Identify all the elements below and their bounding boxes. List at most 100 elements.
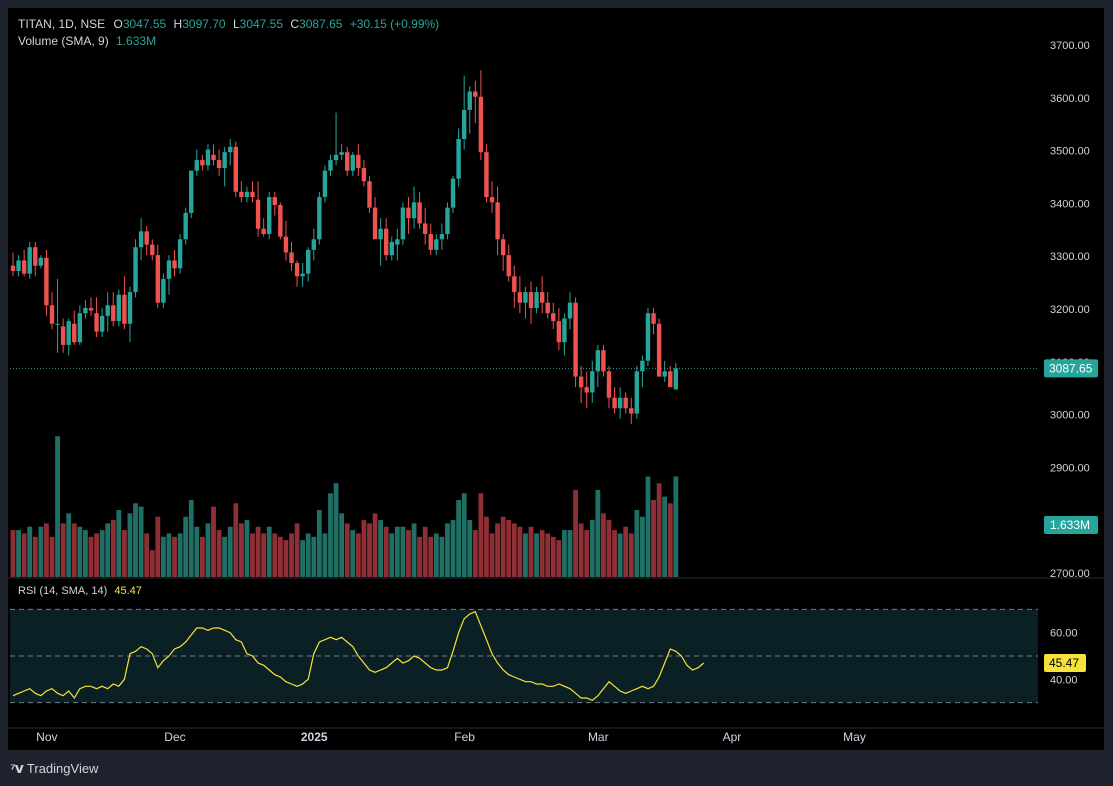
- rsi-badge: [1044, 654, 1086, 672]
- volume-bar: [44, 523, 49, 577]
- candle-body: [356, 154, 361, 169]
- volume-bar: [534, 533, 539, 577]
- chart-frame[interactable]: 3700.00 3600.00 3500.00 3400.00 3300.00 3200.…: [8, 8, 1104, 750]
- candle-body: [640, 360, 645, 372]
- candle-body: [439, 234, 445, 240]
- candle-body: [556, 321, 562, 343]
- close-value: 3087.65: [299, 17, 343, 31]
- volume-bar: [122, 530, 127, 577]
- volume-bar: [149, 550, 155, 577]
- volume-legend-value: 1.633M: [116, 34, 157, 48]
- rsi-tick-label: 60.00: [1050, 628, 1078, 640]
- volume-bar: [77, 526, 83, 577]
- price-tick-label: 3700.00: [1050, 40, 1090, 52]
- volume-bar: [422, 526, 428, 577]
- candle-body: [656, 323, 662, 377]
- candle-body: [411, 202, 417, 219]
- candle-body: [105, 305, 110, 316]
- volume-bar: [305, 533, 311, 577]
- candle-body: [77, 313, 83, 343]
- volume-bar: [16, 530, 21, 577]
- volume-bar: [227, 526, 233, 577]
- price-tick-label: 3500.00: [1050, 146, 1090, 158]
- volume-bar: [283, 540, 289, 577]
- candle-body: [72, 323, 77, 343]
- candle-body: [49, 305, 55, 324]
- candle-body: [512, 276, 517, 293]
- candle-body: [127, 292, 133, 324]
- candle-body: [177, 239, 183, 269]
- candle-body: [111, 305, 116, 322]
- rsi-legend-label: RSI (14, SMA, 14): [18, 585, 108, 597]
- candle-body: [378, 228, 383, 240]
- candle-body: [216, 160, 222, 169]
- volume-bar: [506, 520, 512, 577]
- chart-canvas[interactable]: 3700.00 3600.00 3500.00 3400.00 3300.00 3200.…: [8, 8, 1104, 750]
- candle-body: [545, 302, 550, 314]
- volume-bar: [617, 533, 623, 577]
- volume-bar: [60, 523, 66, 577]
- rsi-tick-label: 40.00: [1050, 674, 1078, 686]
- candle-body: [629, 408, 634, 414]
- candle-body: [534, 292, 539, 308]
- candle-body: [94, 313, 99, 332]
- tradingview-logo-icon: ⁷𝘃: [10, 760, 24, 776]
- time-tick-label: May: [843, 730, 866, 744]
- volume-bar: [573, 489, 578, 577]
- price-tick-label: 2700.00: [1050, 568, 1090, 580]
- volume-bar: [183, 516, 189, 577]
- candle-body: [590, 371, 595, 393]
- volume-bar: [556, 540, 562, 577]
- candle-body: [33, 247, 38, 266]
- candle-body: [261, 228, 266, 235]
- price-tick-label: 3600.00: [1050, 93, 1090, 105]
- candle-body: [183, 212, 188, 240]
- volume-bar: [394, 526, 400, 577]
- volume-bar: [311, 536, 317, 577]
- candle-body: [500, 239, 506, 256]
- candle-body: [539, 292, 545, 303]
- candle-body: [233, 146, 238, 192]
- volume-bar: [322, 533, 328, 577]
- volume-bar: [606, 520, 612, 577]
- volume-bar: [27, 526, 33, 577]
- brand-label: TradingView: [26, 761, 99, 776]
- volume-bar: [584, 530, 590, 577]
- volume-bar: [300, 540, 306, 577]
- volume-bar: [261, 533, 267, 577]
- volume-bar: [623, 526, 629, 577]
- candle-body: [623, 397, 628, 409]
- candle-body: [434, 239, 439, 250]
- volume-bar: [472, 530, 478, 577]
- tradingview-brand[interactable]: ⁷𝘃 TradingView: [10, 760, 98, 777]
- candle-body: [567, 302, 573, 319]
- volume-bar: [461, 493, 467, 577]
- volume-bar: [294, 523, 300, 577]
- last-price-badge-text: 3087.65: [1049, 361, 1093, 375]
- candle-body: [612, 397, 617, 409]
- volume-bar: [528, 526, 534, 577]
- candle-body: [389, 241, 394, 256]
- volume-bar: [383, 526, 389, 577]
- volume-bar: [484, 516, 489, 577]
- candle-body: [228, 146, 233, 153]
- volume-bar: [400, 526, 406, 577]
- volume-bar: [233, 503, 239, 577]
- candle-body: [383, 228, 389, 256]
- symbol-label: TITAN, 1D, NSE: [18, 17, 106, 31]
- candle-body: [83, 307, 88, 314]
- close-label: C: [290, 17, 300, 31]
- candle-body: [668, 371, 673, 388]
- candle-body: [44, 257, 49, 306]
- volume-bar: [49, 536, 55, 577]
- volume-bar: [127, 513, 133, 577]
- volume-bar: [406, 530, 411, 577]
- candle-body: [673, 368, 679, 390]
- candle-body: [456, 138, 461, 179]
- volume-bar: [361, 520, 367, 577]
- candle-body: [255, 199, 261, 229]
- price-tick-label: 3400.00: [1050, 198, 1090, 210]
- volume-bar: [32, 536, 38, 577]
- volume-bar: [138, 506, 144, 577]
- volume-bar: [244, 520, 250, 577]
